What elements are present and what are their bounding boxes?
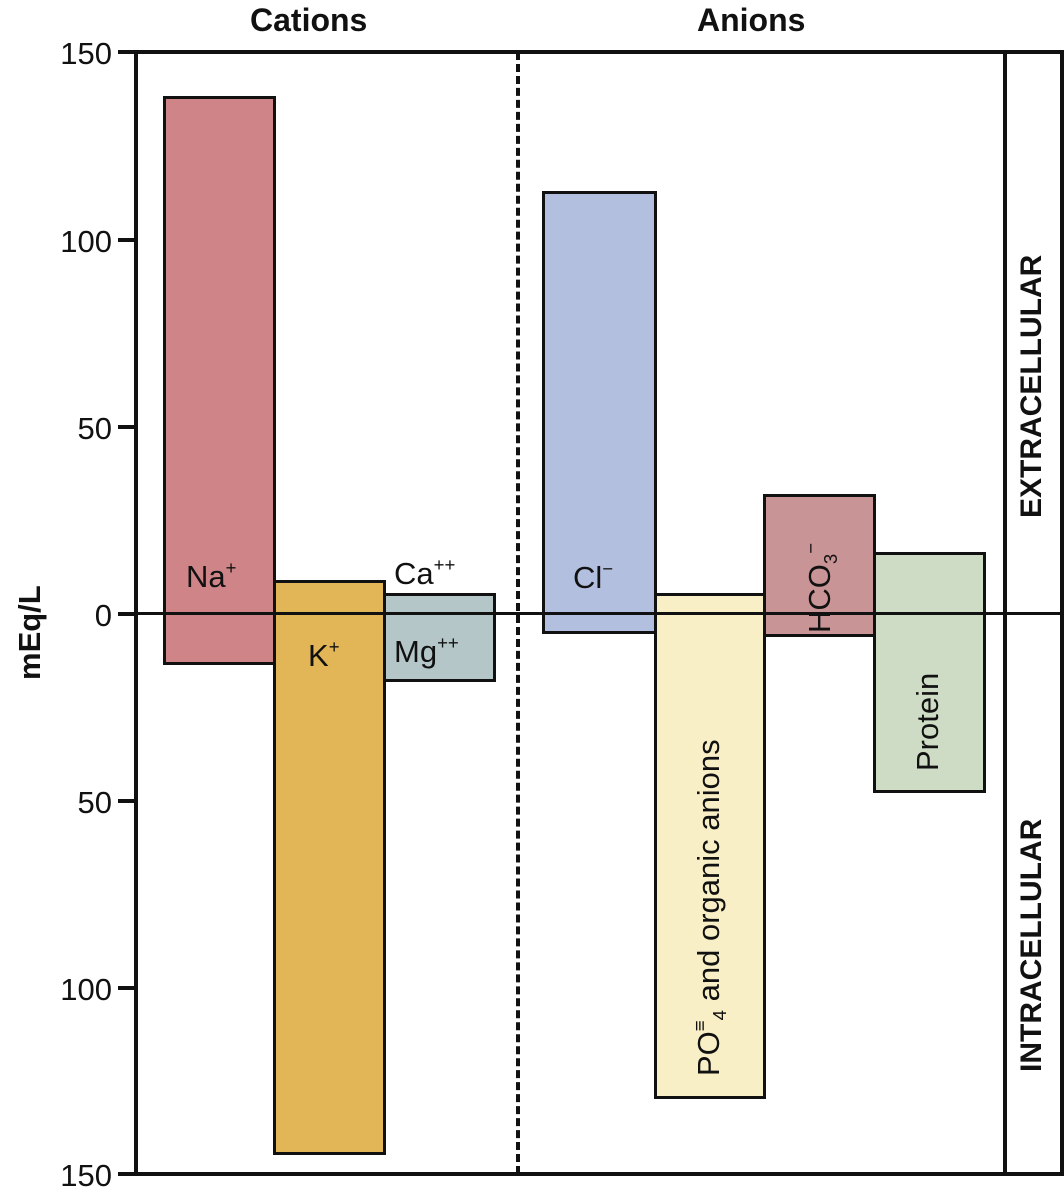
tick-mark xyxy=(118,238,134,242)
tick-mark xyxy=(118,1172,134,1176)
frame-bottom xyxy=(134,1172,1064,1176)
bar-bicarbonate: HCO3− xyxy=(763,494,876,637)
zero-line xyxy=(134,612,1064,615)
tick-mark xyxy=(118,986,134,990)
bar-label-bicarbonate: HCO3− xyxy=(800,542,842,633)
bar-label-potassium: K+ xyxy=(308,636,340,674)
bar-label-phosphate: PO≡4 and organic anions xyxy=(689,739,731,1076)
bar-label-magnesium: Mg++ xyxy=(394,632,459,670)
y-tick-100-top: 100 xyxy=(60,224,112,259)
cations-header: Cations xyxy=(250,2,368,38)
tick-mark xyxy=(118,425,134,429)
y-tick-50-top: 50 xyxy=(77,411,112,446)
bar-label-chloride: Cl− xyxy=(573,558,614,596)
region-label-intracellular: INTRACELLULAR xyxy=(1015,818,1048,1072)
anions-header: Anions xyxy=(697,2,806,38)
bar-label-protein: Protein xyxy=(910,672,945,771)
bar-potassium: K+ xyxy=(273,580,386,1155)
y-tick-100-bottom: 100 xyxy=(60,972,112,1007)
tick-mark xyxy=(118,799,134,803)
bar-sodium: Na+ xyxy=(163,96,276,665)
y-tick-50-bottom: 50 xyxy=(77,785,112,820)
bar-label-sodium: Na+ xyxy=(186,557,237,595)
y-tick-0: 0 xyxy=(94,598,112,633)
bar-protein: Protein xyxy=(873,552,986,793)
tick-mark xyxy=(118,50,134,54)
bar-calcium-magnesium: Mg++ xyxy=(383,593,496,682)
bar-chloride: Cl− xyxy=(542,191,657,634)
tick-mark xyxy=(118,612,134,616)
y-tick-150-top: 150 xyxy=(60,36,112,71)
frame-top xyxy=(134,50,1064,54)
region-label-extracellular: EXTRACELLULAR xyxy=(1015,254,1048,518)
y-tick-150-bottom: 150 xyxy=(60,1158,112,1193)
bar-phosphate-organic-anions: PO≡4 and organic anions xyxy=(654,593,766,1099)
bar-label-calcium: Ca++ xyxy=(394,554,456,592)
